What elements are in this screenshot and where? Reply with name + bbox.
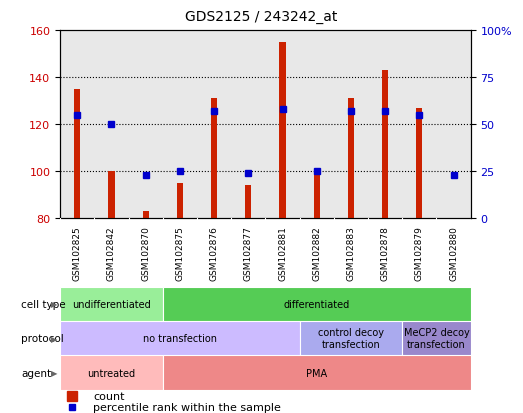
Text: GSM102876: GSM102876: [210, 225, 219, 280]
Text: GSM102881: GSM102881: [278, 225, 287, 280]
Text: control decoy
transfection: control decoy transfection: [318, 328, 384, 349]
Bar: [60, 287, 163, 321]
Bar: [314, 172, 320, 219]
Text: GSM102870: GSM102870: [141, 225, 150, 280]
Bar: [60, 356, 163, 390]
Bar: [348, 99, 354, 219]
Text: GSM102882: GSM102882: [312, 225, 321, 280]
Text: PMA: PMA: [306, 368, 327, 378]
Text: protocol: protocol: [21, 333, 64, 344]
Text: percentile rank within the sample: percentile rank within the sample: [93, 401, 281, 411]
Text: MeCP2 decoy
transfection: MeCP2 decoy transfection: [404, 328, 469, 349]
Text: GSM102842: GSM102842: [107, 225, 116, 280]
Bar: [163, 356, 471, 390]
Text: GSM102880: GSM102880: [449, 225, 458, 280]
Bar: [143, 212, 149, 219]
Bar: [402, 321, 471, 356]
Bar: [211, 99, 217, 219]
Bar: [279, 43, 286, 219]
Text: GSM102878: GSM102878: [381, 225, 390, 280]
Text: no transfection: no transfection: [143, 333, 217, 344]
Bar: [108, 172, 115, 219]
Text: GDS2125 / 243242_at: GDS2125 / 243242_at: [185, 10, 338, 24]
Bar: [74, 90, 81, 219]
Text: count: count: [93, 392, 124, 401]
Text: GSM102879: GSM102879: [415, 225, 424, 280]
Text: undifferentiated: undifferentiated: [72, 299, 151, 309]
Bar: [382, 71, 388, 219]
Text: differentiated: differentiated: [283, 299, 350, 309]
Text: GSM102877: GSM102877: [244, 225, 253, 280]
Bar: [416, 109, 423, 219]
Text: ▶: ▶: [51, 300, 57, 309]
Bar: [300, 321, 402, 356]
Bar: [163, 287, 471, 321]
Text: GSM102883: GSM102883: [346, 225, 356, 280]
Bar: [177, 184, 183, 219]
Text: ▶: ▶: [51, 334, 57, 343]
Text: GSM102875: GSM102875: [175, 225, 185, 280]
Text: untreated: untreated: [87, 368, 135, 378]
Bar: [245, 186, 252, 219]
Bar: [60, 321, 300, 356]
Text: GSM102825: GSM102825: [73, 225, 82, 280]
Text: agent: agent: [21, 368, 51, 378]
Text: cell type: cell type: [21, 299, 65, 309]
Text: ▶: ▶: [51, 368, 57, 377]
